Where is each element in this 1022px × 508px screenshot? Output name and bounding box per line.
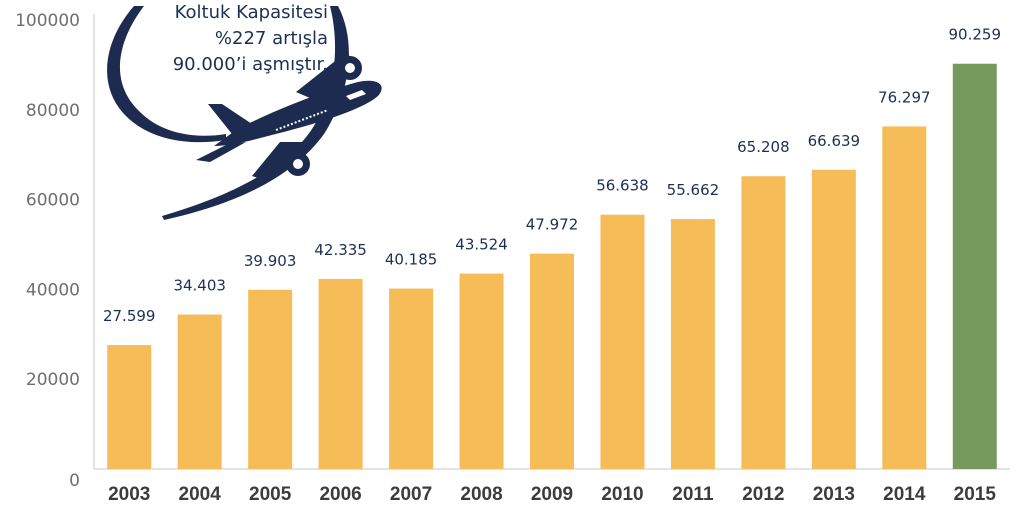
y-tick-label: 20000: [26, 370, 80, 390]
bar-2003: [107, 345, 152, 469]
y-tick-label: 80000: [26, 101, 80, 121]
bar-2006: [318, 278, 363, 469]
bar-2013: [811, 169, 856, 469]
bar-2014: [882, 126, 927, 470]
annotation-line-2: %227 artışla: [214, 28, 328, 49]
data-label-2012: 65.208: [737, 138, 790, 156]
y-tick-label: 100000: [15, 11, 80, 31]
x-tick-label: 2013: [813, 484, 855, 505]
x-tick-label: 2003: [108, 484, 150, 505]
data-label-2013: 66.639: [808, 132, 861, 150]
bar-2008: [459, 273, 504, 469]
data-label-2007: 40.185: [385, 251, 438, 269]
annotation-line-3: 90.000’i aşmıştır.: [172, 54, 328, 75]
data-label-2009: 47.972: [526, 216, 579, 234]
data-labels: 27.599 34.403 39.903 42.335 40.185 43.524 47.9…: [103, 26, 1001, 325]
bar-2004: [177, 314, 222, 469]
x-tick-label: 2010: [601, 484, 643, 505]
x-tick-label: 2011: [672, 484, 714, 505]
y-tick-label: 0: [69, 471, 80, 491]
x-tick-label: 2012: [742, 484, 784, 505]
bars: [107, 63, 997, 470]
capacity-annotation: Koltuk Kapasitesi %227 artışla 90.000’i …: [128, 0, 328, 78]
y-axis-ticks: 0 20000 40000 60000 80000 100000: [15, 11, 80, 491]
x-tick-label: 2014: [883, 484, 926, 505]
data-label-2006: 42.335: [314, 241, 367, 259]
data-label-2004: 34.403: [173, 277, 226, 295]
data-label-2010: 56.638: [596, 177, 649, 195]
data-label-2003: 27.599: [103, 307, 156, 325]
data-label-2005: 39.903: [244, 252, 297, 270]
x-tick-label: 2009: [531, 484, 573, 505]
bar-2005: [248, 289, 293, 469]
airplane-icon: [107, 6, 382, 220]
bar-2011: [670, 219, 715, 469]
x-tick-label: 2005: [249, 484, 292, 505]
bar-2007: [389, 288, 434, 469]
x-tick-label: 2006: [319, 484, 361, 505]
bar-2012: [741, 176, 786, 470]
bar-2010: [600, 214, 645, 469]
data-label-2008: 43.524: [455, 236, 508, 254]
y-tick-label: 60000: [26, 191, 80, 211]
x-tick-label: 2004: [179, 484, 222, 505]
y-tick-label: 40000: [26, 280, 80, 300]
data-label-2011: 55.662: [667, 181, 720, 199]
bar-2009: [530, 253, 574, 469]
x-tick-label: 2008: [460, 484, 502, 505]
data-label-2014: 76.297: [878, 88, 931, 106]
x-axis-ticks: 2003 2004 2005 2006 2007 2008 2009 2010 2011 2012…: [108, 484, 996, 505]
x-tick-label: 2015: [954, 484, 997, 505]
annotation-line-1: Koltuk Kapasitesi: [174, 2, 328, 23]
x-tick-label: 2007: [390, 484, 432, 505]
data-label-2015: 90.259: [949, 26, 1002, 44]
bar-2015: [952, 63, 997, 469]
